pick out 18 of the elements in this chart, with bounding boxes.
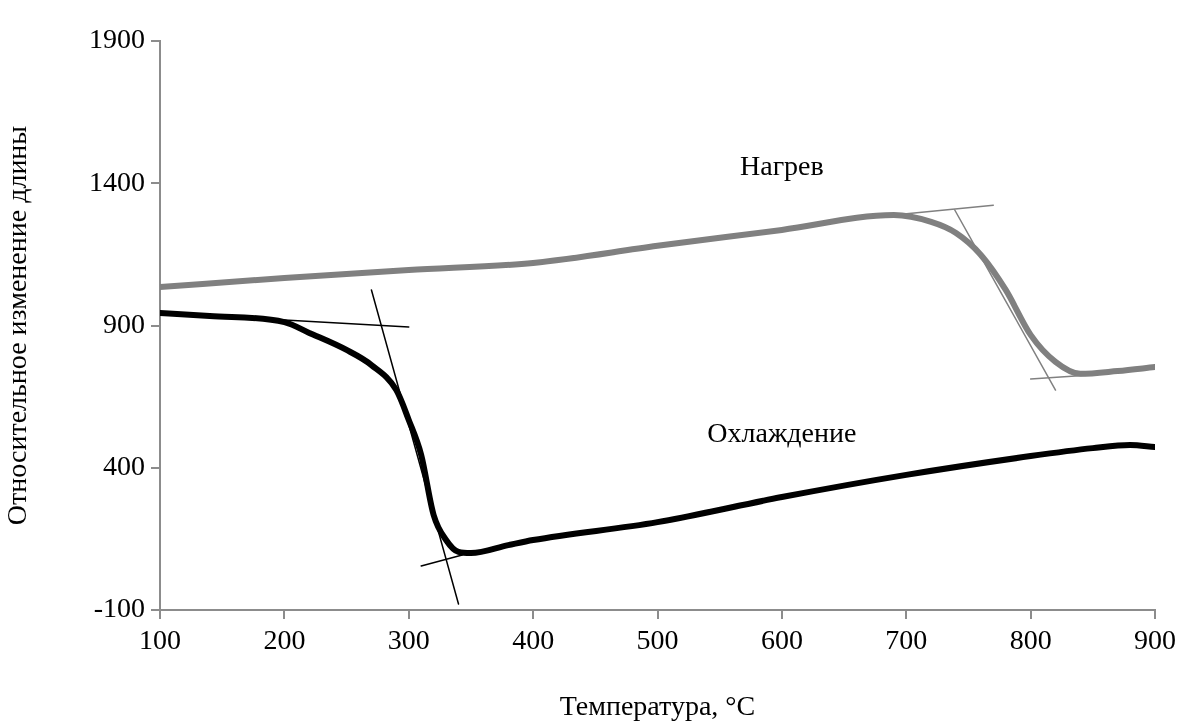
y-tick-label: 1900: [89, 23, 145, 55]
x-tick-label: 700: [885, 624, 928, 656]
x-tick-label: 900: [1134, 624, 1176, 656]
y-tick-label: 400: [103, 450, 145, 482]
y-tick-label: -100: [93, 592, 145, 624]
y-tick-label: 900: [103, 307, 145, 339]
x-tick-label: 600: [760, 624, 803, 656]
series-label: Охлаждение: [707, 417, 857, 449]
x-tick-label: 800: [1009, 624, 1052, 656]
x-tick-label: 200: [263, 624, 306, 656]
x-tick-label: 400: [512, 624, 555, 656]
series-label: Нагрев: [739, 150, 824, 182]
x-tick-label: 500: [636, 624, 679, 656]
x-tick-label: 300: [387, 624, 430, 656]
y-axis-title: Относительное изменение длины: [1, 125, 33, 526]
x-tick-label: 100: [139, 624, 181, 656]
x-axis-title: Температура, °C: [559, 689, 756, 721]
y-tick-label: 1400: [89, 165, 145, 197]
